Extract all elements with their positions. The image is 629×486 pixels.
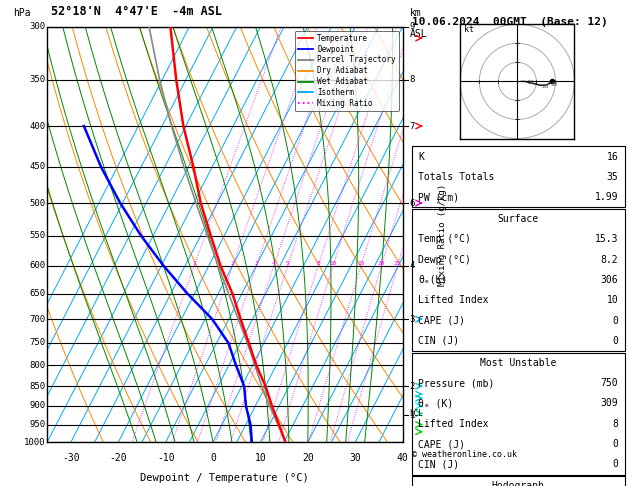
Text: 1: 1 [192, 261, 196, 266]
Text: 30: 30 [349, 452, 361, 463]
Text: 400: 400 [30, 122, 45, 131]
Text: 700: 700 [30, 314, 45, 324]
Text: 3: 3 [409, 314, 415, 324]
Text: 2: 2 [231, 261, 235, 266]
Text: 10: 10 [526, 80, 533, 85]
Text: 10.06.2024  00GMT  (Base: 12): 10.06.2024 00GMT (Base: 12) [412, 17, 608, 27]
Text: -10: -10 [157, 452, 174, 463]
Text: 0: 0 [613, 459, 618, 469]
Text: 10: 10 [606, 295, 618, 305]
Text: 8: 8 [316, 261, 320, 266]
Text: 600: 600 [30, 261, 45, 270]
Text: Dewp (°C): Dewp (°C) [418, 255, 471, 265]
Text: 15.3: 15.3 [594, 234, 618, 244]
Text: 7: 7 [409, 122, 415, 131]
Text: 309: 309 [601, 399, 618, 408]
Text: 1.99: 1.99 [594, 192, 618, 202]
Text: 52°18'N  4°47'E  -4m ASL: 52°18'N 4°47'E -4m ASL [50, 5, 221, 18]
Text: Mixing Ratio (g/kg): Mixing Ratio (g/kg) [438, 183, 447, 286]
Text: 3: 3 [255, 261, 259, 266]
Text: CIN (J): CIN (J) [418, 459, 460, 469]
Text: 20: 20 [541, 84, 548, 89]
Text: 500: 500 [30, 199, 45, 208]
Text: 900: 900 [30, 401, 45, 410]
Text: 40: 40 [397, 452, 408, 463]
Text: Hodograph: Hodograph [492, 481, 545, 486]
Text: 10: 10 [255, 452, 266, 463]
Text: 800: 800 [30, 361, 45, 370]
Text: 8.2: 8.2 [601, 255, 618, 265]
Text: Dewpoint / Temperature (°C): Dewpoint / Temperature (°C) [140, 473, 309, 484]
Text: CAPE (J): CAPE (J) [418, 315, 465, 326]
Text: 300: 300 [30, 22, 45, 31]
Text: θₑ(K): θₑ(K) [418, 275, 448, 285]
Text: 4: 4 [272, 261, 276, 266]
Text: CIN (J): CIN (J) [418, 336, 460, 346]
Text: 550: 550 [30, 231, 45, 241]
Text: 25: 25 [394, 261, 401, 266]
Text: 850: 850 [30, 382, 45, 391]
Text: hPa: hPa [13, 8, 31, 18]
Text: 30: 30 [550, 82, 558, 87]
Text: 4: 4 [409, 261, 415, 270]
Text: 1: 1 [409, 411, 415, 420]
Text: Temp (°C): Temp (°C) [418, 234, 471, 244]
Text: Pressure (mb): Pressure (mb) [418, 378, 495, 388]
Text: 450: 450 [30, 162, 45, 171]
Text: 8: 8 [613, 419, 618, 429]
Text: 0: 0 [210, 452, 216, 463]
Text: 306: 306 [601, 275, 618, 285]
Text: CAPE (J): CAPE (J) [418, 439, 465, 449]
Text: PW (cm): PW (cm) [418, 192, 460, 202]
Text: Lifted Index: Lifted Index [418, 419, 489, 429]
Text: 5: 5 [286, 261, 289, 266]
Text: ASL: ASL [409, 29, 427, 39]
Text: 750: 750 [601, 378, 618, 388]
Text: 10: 10 [329, 261, 337, 266]
Text: -20: -20 [109, 452, 127, 463]
Text: 9: 9 [409, 22, 415, 31]
Text: 2: 2 [409, 382, 415, 391]
Text: km: km [409, 8, 421, 18]
Text: Lifted Index: Lifted Index [418, 295, 489, 305]
Text: 20: 20 [377, 261, 385, 266]
Text: © weatheronline.co.uk: © weatheronline.co.uk [412, 450, 517, 459]
Text: 950: 950 [30, 420, 45, 429]
Text: LCL: LCL [409, 409, 423, 418]
Text: 0: 0 [613, 336, 618, 346]
Text: -30: -30 [62, 452, 80, 463]
Text: 350: 350 [30, 75, 45, 85]
Legend: Temperature, Dewpoint, Parcel Trajectory, Dry Adiabat, Wet Adiabat, Isotherm, Mi: Temperature, Dewpoint, Parcel Trajectory… [295, 31, 399, 111]
Text: 0: 0 [613, 439, 618, 449]
Text: 8: 8 [409, 75, 415, 85]
Text: 0: 0 [613, 315, 618, 326]
Text: kt: kt [464, 25, 474, 34]
Text: 750: 750 [30, 338, 45, 347]
Text: 6: 6 [409, 199, 415, 208]
Text: Surface: Surface [498, 214, 539, 224]
Text: 35: 35 [606, 172, 618, 182]
Text: 16: 16 [606, 152, 618, 161]
Text: Most Unstable: Most Unstable [480, 358, 557, 368]
Text: 1000: 1000 [24, 438, 45, 447]
Text: 15: 15 [357, 261, 365, 266]
Text: 650: 650 [30, 289, 45, 298]
Text: Totals Totals: Totals Totals [418, 172, 495, 182]
Text: K: K [418, 152, 424, 161]
Text: 20: 20 [302, 452, 314, 463]
Text: θₑ (K): θₑ (K) [418, 399, 454, 408]
